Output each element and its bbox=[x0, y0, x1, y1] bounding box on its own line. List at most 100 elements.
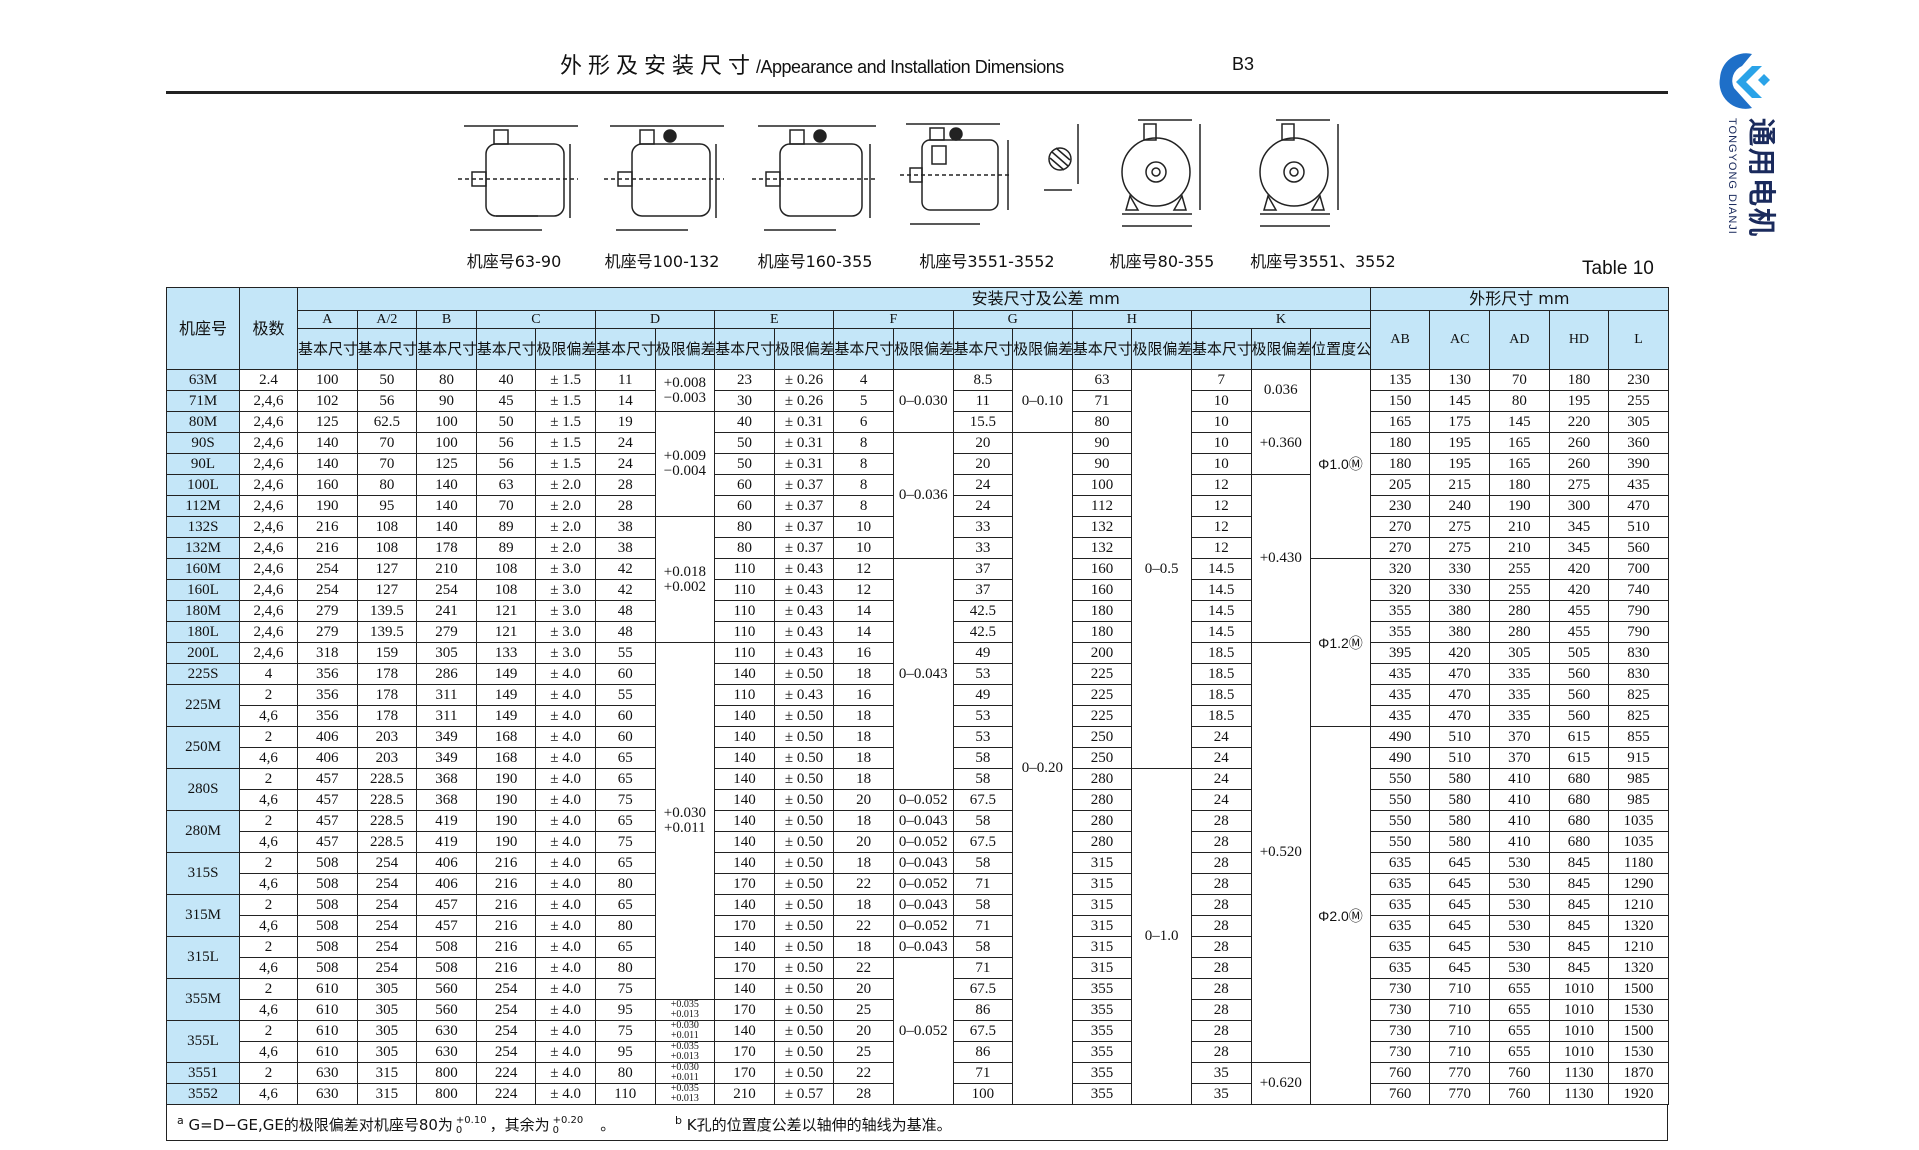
cell-a-half2: 305 bbox=[356, 1020, 418, 1042]
cell-g: 86 bbox=[952, 1041, 1014, 1063]
cell-l: 435 bbox=[1608, 474, 1669, 496]
cell-l: 830 bbox=[1608, 642, 1669, 664]
cell-e-tol: ± 0.31 bbox=[773, 432, 835, 454]
table-row: 4,6 508 254 457 216 ± 4.0 80 170 ± 0.50 22 0–0.052… bbox=[167, 915, 1669, 937]
frame-cell: 3552 bbox=[166, 1083, 240, 1105]
cell-hd: 1010 bbox=[1548, 978, 1610, 1000]
cell-f: 25 bbox=[833, 1041, 894, 1063]
col-frame-header: 机座号 bbox=[166, 287, 240, 370]
cell-k: 28 bbox=[1190, 894, 1252, 916]
cell-f: 16 bbox=[833, 642, 894, 664]
cell-c: 224 bbox=[475, 1062, 537, 1084]
cell-ab: 635 bbox=[1369, 873, 1431, 895]
frame-cell: 100L bbox=[166, 474, 240, 496]
cell-poles: 4,6 bbox=[239, 1041, 298, 1063]
cell-c: 89 bbox=[475, 537, 537, 559]
cell-h: 250 bbox=[1071, 747, 1133, 769]
cell-e-tol: ± 0.50 bbox=[773, 1041, 835, 1063]
cell-g: 67.5 bbox=[952, 1020, 1014, 1042]
cell-c: 216 bbox=[475, 873, 537, 895]
cell-ac: 470 bbox=[1429, 663, 1491, 685]
basic-size-header: 基本尺寸 bbox=[833, 328, 894, 370]
cell-d: 65 bbox=[594, 768, 656, 790]
cell-d: 65 bbox=[594, 810, 656, 832]
cell-ad: 80 bbox=[1489, 390, 1550, 412]
cell-k: 35 bbox=[1190, 1083, 1252, 1105]
cell-a: 508 bbox=[297, 957, 358, 979]
cell-f: 12 bbox=[833, 579, 894, 601]
cell-ad: 530 bbox=[1489, 936, 1550, 958]
cell-ac: 580 bbox=[1429, 810, 1491, 832]
cell-e-tol: ± 0.43 bbox=[773, 558, 835, 580]
cell-c: 216 bbox=[475, 936, 537, 958]
cell-e: 170 bbox=[714, 957, 775, 979]
cell-poles: 2 bbox=[239, 936, 298, 958]
cell-b: 80 bbox=[416, 369, 477, 391]
cell-c: 121 bbox=[475, 621, 537, 643]
d-tol-line: +0.035 bbox=[670, 1041, 699, 1052]
cell-f: 20 bbox=[833, 978, 894, 1000]
table-row: 225M 2 356 178 311 149 ± 4.0 55 110 ± 0.43 16 49 225… bbox=[166, 684, 1669, 727]
cell-ab: 490 bbox=[1369, 747, 1431, 769]
cell-c: 224 bbox=[475, 1083, 537, 1105]
cell-f: 18 bbox=[833, 726, 894, 748]
cell-poles: 4 bbox=[239, 663, 298, 685]
cell-g: 58 bbox=[952, 936, 1014, 958]
page-title: 外形及安装尺寸/Appearance and Installation Dime… bbox=[560, 48, 1064, 80]
cell-c: 108 bbox=[475, 558, 537, 580]
table-row: 280S 2 457 228.5 368 190 ± 4.0 65 140 ± 0.50 18 58 2… bbox=[166, 768, 1669, 1105]
dimensions-table: 机座号 极数 安装尺寸及公差 mm 外形尺寸 mm A A/2 B C D E F G H K AB… bbox=[166, 287, 1669, 1105]
table-row: 4,6 457 228.5 368 190 ± 4.0 75 140 ± 0.50 20 0–0.0… bbox=[167, 789, 1669, 811]
cell-l: 825 bbox=[1608, 705, 1669, 727]
cell-h: 200 bbox=[1071, 642, 1133, 664]
cell-poles: 2,4,6 bbox=[239, 453, 298, 475]
cell-g: 67.5 bbox=[952, 978, 1014, 1000]
cell-k: 24 bbox=[1190, 747, 1252, 769]
cell-a-half2: 159 bbox=[356, 642, 418, 664]
cell-a-half2: 254 bbox=[356, 852, 418, 874]
cell-a: 457 bbox=[297, 831, 358, 853]
cell-g: 20 bbox=[952, 432, 1014, 454]
cell-hd: 845 bbox=[1548, 852, 1610, 874]
cell-ad: 410 bbox=[1489, 768, 1550, 790]
cell-c-tol: ± 4.0 bbox=[535, 747, 596, 769]
cell-c-tol: ± 4.0 bbox=[535, 789, 596, 811]
cell-d: 80 bbox=[594, 957, 656, 979]
table-row: 355L 2 610 305 630 254 ± 4.0 75 +0.030 +0.011 140 ±… bbox=[166, 1020, 1669, 1063]
cell-c: 168 bbox=[475, 726, 537, 748]
cell-e: 140 bbox=[714, 663, 775, 685]
cell-e: 30 bbox=[714, 390, 775, 412]
cell-c: 254 bbox=[475, 1041, 537, 1063]
cell-b: 560 bbox=[416, 999, 477, 1021]
cell-h: 160 bbox=[1071, 558, 1133, 580]
cell-a: 610 bbox=[297, 1041, 358, 1063]
cell-ac: 195 bbox=[1429, 453, 1491, 475]
cell-c-tol: ± 3.0 bbox=[535, 621, 596, 643]
cell-h: 100 bbox=[1071, 474, 1133, 496]
cell-ad: 655 bbox=[1489, 1041, 1550, 1063]
cell-e-tol: ± 0.50 bbox=[773, 1062, 835, 1084]
cell-e-tol: ± 0.37 bbox=[773, 537, 835, 559]
cell-ab: 355 bbox=[1369, 621, 1431, 643]
cell-k: 28 bbox=[1190, 999, 1252, 1021]
dim-header-f: F bbox=[833, 310, 954, 329]
cell-h: 250 bbox=[1071, 726, 1133, 748]
cell-l: 1920 bbox=[1608, 1083, 1669, 1105]
cell-f-tol: 0–0.036 bbox=[892, 432, 954, 559]
cell-k: 18.5 bbox=[1190, 642, 1252, 664]
cell-ab: 395 bbox=[1369, 642, 1431, 664]
frame-cell: 250M bbox=[166, 726, 240, 769]
cell-a-half2: 315 bbox=[356, 1062, 418, 1084]
cell-ad: 210 bbox=[1489, 537, 1550, 559]
cell-e: 50 bbox=[714, 453, 775, 475]
cell-ad: 335 bbox=[1489, 684, 1550, 706]
cell-hd: 345 bbox=[1548, 516, 1610, 538]
cell-a: 406 bbox=[297, 726, 358, 748]
d-tol-line: +0.013 bbox=[670, 1093, 699, 1104]
cell-g: 53 bbox=[952, 663, 1014, 685]
dim-header-d: D bbox=[594, 310, 716, 329]
cell-a-half2: 108 bbox=[356, 537, 418, 559]
cell-d: 28 bbox=[594, 474, 656, 496]
cell-b: 508 bbox=[416, 957, 477, 979]
cell-poles: 2,4,6 bbox=[239, 432, 298, 454]
